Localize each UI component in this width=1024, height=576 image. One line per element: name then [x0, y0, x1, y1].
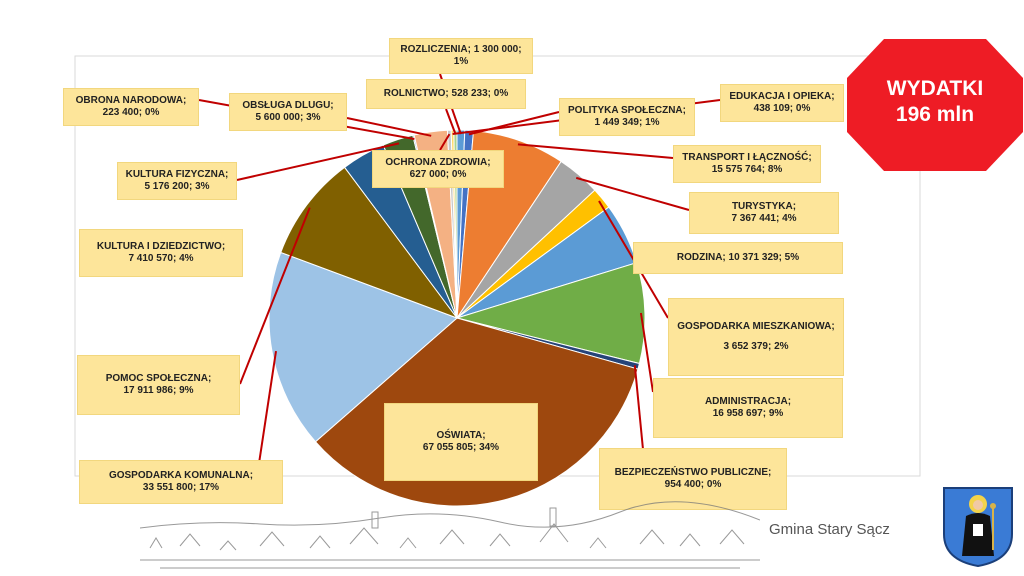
- slice-label-polityka-spoleczna-line1: POLITYKA SPOŁECZNA;: [568, 105, 686, 116]
- slice-label-pomoc-spoleczna: POMOC SPOŁECZNA; 17 911 986; 9%: [77, 355, 240, 415]
- slice-label-gospodarka-komunalna: GOSPODARKA KOMUNALNA; 33 551 800; 17%: [79, 460, 283, 504]
- badge-title: WYDATKI: [886, 77, 984, 100]
- slice-label-pomoc-spoleczna-line2: 17 911 986; 9%: [123, 385, 194, 396]
- leader-line-2: [517, 143, 674, 159]
- leader-line-17: [445, 108, 457, 135]
- slice-label-bezpieczenstwo-line2: 954 400; 0%: [664, 479, 722, 490]
- slice-label-polityka-spoleczna: POLITYKA SPOŁECZNA; 1 449 349; 1%: [559, 98, 695, 136]
- slice-label-transport-line1: TRANSPORT I ŁĄCZNOŚĆ;: [682, 152, 812, 163]
- slice-label-ochrona-zdrowia-line1: OCHRONA ZDROWIA;: [385, 157, 491, 168]
- slice-label-ochrona-zdrowia-line2: 627 000; 0%: [409, 169, 467, 180]
- slice-label-rolnictwo-line1: ROLNICTWO; 528 233; 0%: [383, 88, 509, 99]
- slice-label-obrona-narodowa: OBRONA NARODOWA; 223 400; 0%: [63, 88, 199, 126]
- slice-label-kultura-fizyczna: KULTURA FIZYCZNA; 5 176 200; 3%: [117, 162, 237, 200]
- town-sketch-image: [140, 501, 760, 569]
- slice-label-administracja: ADMINISTRACJA; 16 958 697; 9%: [653, 378, 843, 438]
- slice-label-edukacja-i-opieka-line1: EDUKACJA I OPIEKA;: [729, 91, 835, 102]
- slice-label-gospodarka-mieszkaniowa-line2: 3 652 379; 2%: [723, 341, 789, 352]
- leader-line-14: [346, 117, 432, 137]
- slice-label-administracja-line1: ADMINISTRACJA;: [704, 396, 792, 407]
- slice-label-turystyka-line2: 7 367 441; 4%: [731, 213, 797, 224]
- slice-label-polityka-spoleczna-line2: 1 449 349; 1%: [594, 117, 660, 128]
- slice-label-gospodarka-komunalna-line1: GOSPODARKA KOMUNALNA;: [108, 470, 254, 481]
- slice-label-edukacja-i-opieka-line2: 438 109; 0%: [753, 103, 811, 114]
- slice-label-oswiata: OŚWIATA; 67 055 805; 34%: [384, 403, 538, 481]
- footer-municipality: Gmina Stary Sącz: [769, 521, 890, 538]
- leader-line-9: [257, 350, 277, 471]
- slice-label-administracja-line2: 16 958 697; 9%: [712, 408, 784, 419]
- slice-label-obsluga-dlugu-line2: 5 600 000; 3%: [255, 112, 321, 123]
- total-badge: [847, 39, 1023, 171]
- slice-label-turystyka-line1: TURYSTYKA;: [731, 201, 797, 212]
- slice-label-transport: TRANSPORT I ŁĄCZNOŚĆ; 15 575 764; 8%: [673, 145, 821, 183]
- slice-label-gospodarka-komunalna-line2: 33 551 800; 17%: [142, 482, 220, 493]
- slice-label-turystyka: TURYSTYKA; 7 367 441; 4%: [689, 192, 839, 234]
- leader-line-15: [439, 133, 451, 151]
- slice-label-rolnictwo: ROLNICTWO; 528 233; 0%: [366, 79, 526, 109]
- badge-amount: 196 mln: [895, 103, 975, 126]
- badge-octagon: [847, 39, 1023, 171]
- slice-label-pomoc-spoleczna-line1: POMOC SPOŁECZNA;: [105, 373, 212, 384]
- slice-label-kultura-fizyczna-line1: KULTURA FIZYCZNA;: [125, 169, 229, 180]
- leader-line-10: [239, 207, 311, 385]
- coat-of-arms-image: [943, 487, 1013, 568]
- leader-line-6: [639, 312, 654, 393]
- slice-label-rozliczenia-line1: ROZLICZENIA; 1 300 000;: [400, 44, 522, 55]
- slice-label-kultura-i-dziedzictwo: KULTURA I DZIEDZICTWO; 7 410 570; 4%: [79, 229, 243, 277]
- slice-label-edukacja-i-opieka: EDUKACJA I OPIEKA; 438 109; 0%: [720, 84, 844, 122]
- slice-label-oswiata-line1: OŚWIATA;: [436, 430, 486, 441]
- slice-label-obrona-narodowa-line2: 223 400; 0%: [102, 107, 160, 118]
- slice-label-obsluga-dlugu: OBSŁUGA DLUGU; 5 600 000; 3%: [229, 93, 347, 131]
- slice-label-obsluga-dlugu-line1: OBSŁUGA DLUGU;: [242, 100, 334, 111]
- leader-line-12: [236, 142, 400, 181]
- badge-text: WYDATKI 196 mln: [846, 76, 1024, 128]
- leader-line-3: [575, 176, 690, 211]
- pie-slice-pomoc-społeczna: [280, 166, 459, 320]
- slice-label-gospodarka-mieszkaniowa: GOSPODARKA MIESZKANIOWA; 3 652 379; 2%: [668, 298, 844, 376]
- slice-label-gospodarka-mieszkaniowa-line1: GOSPODARKA MIESZKANIOWA;: [677, 321, 835, 332]
- slice-label-rodzina: RODZINA; 10 371 329; 5%: [633, 242, 843, 274]
- slice-label-transport-line2: 15 575 764; 8%: [711, 164, 783, 175]
- slice-label-oswiata-line2: 67 055 805; 34%: [422, 442, 500, 453]
- slice-label-obrona-narodowa-line1: OBRONA NARODOWA;: [75, 95, 187, 106]
- pie-slice-gospodarka-komunalna: [268, 251, 458, 443]
- slice-label-rozliczenia-line2: 1%: [453, 56, 469, 67]
- slice-label-ochrona-zdrowia: OCHRONA ZDROWIA; 627 000; 0%: [372, 150, 504, 188]
- slice-label-bezpieczenstwo: BEZPIECZEŃSTWO PUBLICZNE; 954 400; 0%: [599, 448, 787, 510]
- slice-label-kultura-i-dziedzictwo-line1: KULTURA I DZIEDZICTWO;: [96, 241, 226, 252]
- slice-label-kultura-i-dziedzictwo-line2: 7 410 570; 4%: [128, 253, 194, 264]
- slice-label-kultura-fizyczna-line2: 5 176 200; 3%: [144, 181, 210, 192]
- slice-label-rodzina-line1: RODZINA; 10 371 329; 5%: [676, 252, 800, 263]
- slice-label-rozliczenia: ROZLICZENIA; 1 300 000; 1%: [389, 38, 533, 74]
- slice-label-bezpieczenstwo-line1: BEZPIECZEŃSTWO PUBLICZNE;: [614, 467, 772, 478]
